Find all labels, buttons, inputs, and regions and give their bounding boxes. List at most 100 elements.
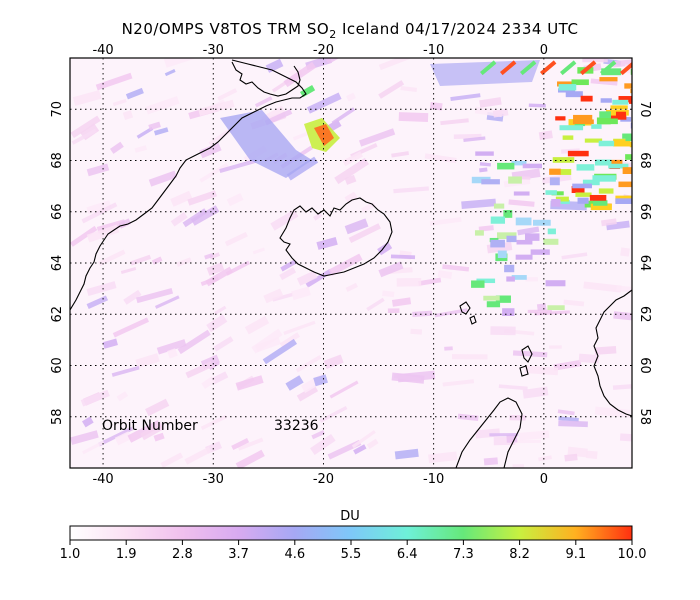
- so2-pixel: [198, 99, 235, 117]
- so2-pixel: [285, 375, 304, 391]
- so2-pixel: [483, 457, 498, 466]
- so2-pixel: [306, 92, 342, 114]
- so2-pixel: [612, 382, 632, 390]
- so2-pixel: [110, 141, 124, 154]
- so2-pixel: [344, 218, 369, 235]
- so2-pixel: [560, 169, 572, 175]
- so2-pixel: [563, 299, 585, 307]
- so2-pixel: [280, 259, 297, 272]
- colorbar-unit: DU: [340, 509, 360, 524]
- so2-pixel: [151, 256, 163, 265]
- so2-pixel: [601, 218, 617, 227]
- colorbar-tick-label: 8.2: [509, 547, 530, 562]
- so2-pixel: [600, 98, 612, 103]
- so2-pixel: [252, 247, 265, 255]
- so2-pixel: [440, 118, 469, 126]
- so2-pixel: [86, 281, 117, 297]
- so2-pixel: [478, 225, 494, 232]
- so2-pixel: [549, 168, 561, 175]
- so2-pixel: [577, 197, 589, 204]
- so2-pixel: [429, 101, 443, 111]
- so2-pixel: [515, 254, 533, 260]
- so2-pixel: [547, 305, 565, 311]
- so2-pixel: [206, 262, 225, 276]
- so2-pixel: [545, 280, 566, 287]
- so2-pixel: [296, 270, 318, 286]
- so2-pixel: [490, 326, 516, 336]
- map-title: N20/OMPS V8TOS TRM SO2 Iceland 04/17/202…: [122, 20, 579, 41]
- so2-pixel: [616, 285, 632, 294]
- so2-pixel: [630, 89, 632, 94]
- lon-tick-bottom: -10: [423, 472, 444, 487]
- colorbar-tick-label: 4.6: [284, 547, 305, 562]
- so2-pixel: [412, 310, 433, 317]
- so2-pixel: [582, 179, 600, 186]
- so2-pixel: [394, 448, 419, 460]
- so2-pixel: [112, 98, 127, 107]
- so2-pixel: [543, 238, 559, 245]
- so2-pixel: [387, 308, 400, 314]
- so2-pixel: [463, 136, 486, 142]
- colorbar-tick-label: 10.0: [618, 547, 647, 562]
- so2-pixel: [344, 191, 358, 204]
- so2-pixel: [493, 203, 505, 209]
- so2-pixel: [565, 91, 583, 98]
- so2-pixel: [217, 88, 238, 101]
- so2-pixel: [125, 87, 144, 100]
- so2-pixel: [503, 210, 513, 218]
- so2-pixel: [310, 433, 336, 455]
- so2-pixel: [524, 233, 540, 241]
- so2-pixel: [555, 196, 569, 202]
- lat-tick-left: 66: [50, 203, 65, 220]
- so2-pixel: [625, 136, 632, 142]
- so2-pixel: [610, 105, 628, 110]
- so2-pixel: [512, 464, 525, 468]
- so2-pixel: [390, 254, 416, 260]
- so2-pixel: [176, 257, 192, 267]
- so2-pixel: [444, 346, 453, 351]
- so2-pixel: [512, 439, 541, 444]
- so2-pixel: [254, 96, 273, 108]
- so2-pixel: [331, 107, 356, 125]
- so2-pixel: [549, 177, 560, 186]
- so2-pixel: [319, 406, 348, 423]
- so2-pixel: [351, 430, 376, 449]
- so2-pixel: [610, 159, 623, 165]
- so2-pixel: [598, 188, 614, 194]
- so2-pixel: [578, 353, 600, 364]
- so2-pixel: [629, 141, 632, 148]
- so2-pixel: [184, 446, 212, 465]
- so2-pixel: [98, 249, 126, 266]
- so2-pixel: [378, 80, 405, 99]
- so2-pixel: [296, 385, 319, 402]
- so2-pixel: [571, 186, 585, 194]
- so2-pixel: [279, 332, 300, 348]
- so2-pixel: [451, 354, 488, 360]
- so2-pixel: [516, 239, 533, 245]
- so2-pixel: [429, 217, 462, 226]
- so2-pixel: [615, 111, 626, 119]
- so2-pixel: [71, 128, 97, 145]
- so2-pixel: [145, 96, 180, 115]
- so2-pixel: [437, 270, 453, 279]
- so2-pixel: [313, 374, 328, 387]
- so2-pixel: [328, 253, 363, 277]
- so2-pixel: [244, 315, 270, 335]
- so2-pixel: [102, 338, 118, 349]
- colorbar-tick-label: 7.3: [453, 547, 474, 562]
- so2-pixel: [559, 125, 584, 131]
- colorbar-tick-label: 3.7: [228, 547, 249, 562]
- so2-pixel: [522, 386, 549, 399]
- so2-pixel: [512, 350, 548, 358]
- colorbar-tick-label: 1.9: [116, 547, 137, 562]
- so2-pixel: [424, 153, 457, 164]
- so2-pixel: [428, 451, 458, 464]
- so2-pixel: [116, 391, 129, 402]
- so2-pixel: [148, 170, 177, 187]
- so2-pixel: [534, 310, 570, 316]
- so2-pixel: [500, 60, 517, 76]
- lat-tick-left: 58: [50, 408, 65, 425]
- so2-pixel: [489, 433, 519, 437]
- so2-pixel: [231, 438, 250, 451]
- so2-pixel: [461, 198, 497, 209]
